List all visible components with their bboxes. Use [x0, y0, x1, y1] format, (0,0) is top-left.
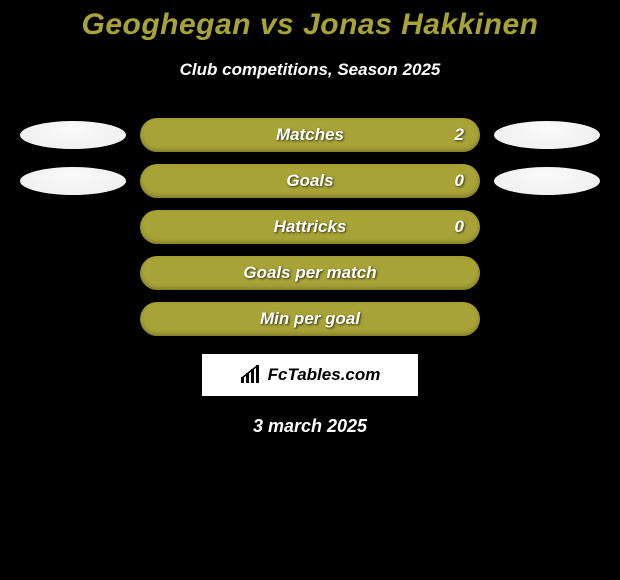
stat-value: 0 — [455, 171, 464, 191]
right-spacer — [494, 259, 600, 287]
right-ellipse — [494, 167, 600, 195]
stat-bar: Min per goal — [140, 302, 480, 336]
left-spacer — [20, 259, 126, 287]
right-spacer — [494, 213, 600, 241]
comparison-infographic: Geoghegan vs Jonas Hakkinen Club competi… — [0, 0, 620, 437]
page-title: Geoghegan vs Jonas Hakkinen — [0, 8, 620, 42]
right-ellipse — [494, 121, 600, 149]
stat-value: 2 — [455, 125, 464, 145]
right-spacer — [494, 305, 600, 333]
left-ellipse — [20, 121, 126, 149]
logo-badge: FcTables.com — [202, 354, 418, 396]
stat-bar: Hattricks 0 — [140, 210, 480, 244]
stat-bar: Goals per match — [140, 256, 480, 290]
stat-row: Min per goal — [0, 302, 620, 336]
left-spacer — [20, 213, 126, 241]
stat-label: Hattricks — [274, 217, 347, 237]
stat-label: Goals per match — [243, 263, 376, 283]
stats-list: Matches 2 Goals 0 Hattricks 0 Goals per match M… — [0, 118, 620, 336]
chart-icon — [240, 365, 262, 385]
stat-row: Goals 0 — [0, 164, 620, 198]
stat-row: Matches 2 — [0, 118, 620, 152]
left-ellipse — [20, 167, 126, 195]
stat-bar: Goals 0 — [140, 164, 480, 198]
stat-label: Min per goal — [260, 309, 360, 329]
left-spacer — [20, 305, 126, 333]
stat-bar: Matches 2 — [140, 118, 480, 152]
stat-label: Goals — [286, 171, 333, 191]
stat-row: Hattricks 0 — [0, 210, 620, 244]
page-subtitle: Club competitions, Season 2025 — [0, 60, 620, 80]
date-label: 3 march 2025 — [0, 416, 620, 437]
stat-value: 0 — [455, 217, 464, 237]
stat-row: Goals per match — [0, 256, 620, 290]
logo-text: FcTables.com — [268, 365, 381, 385]
stat-label: Matches — [276, 125, 344, 145]
